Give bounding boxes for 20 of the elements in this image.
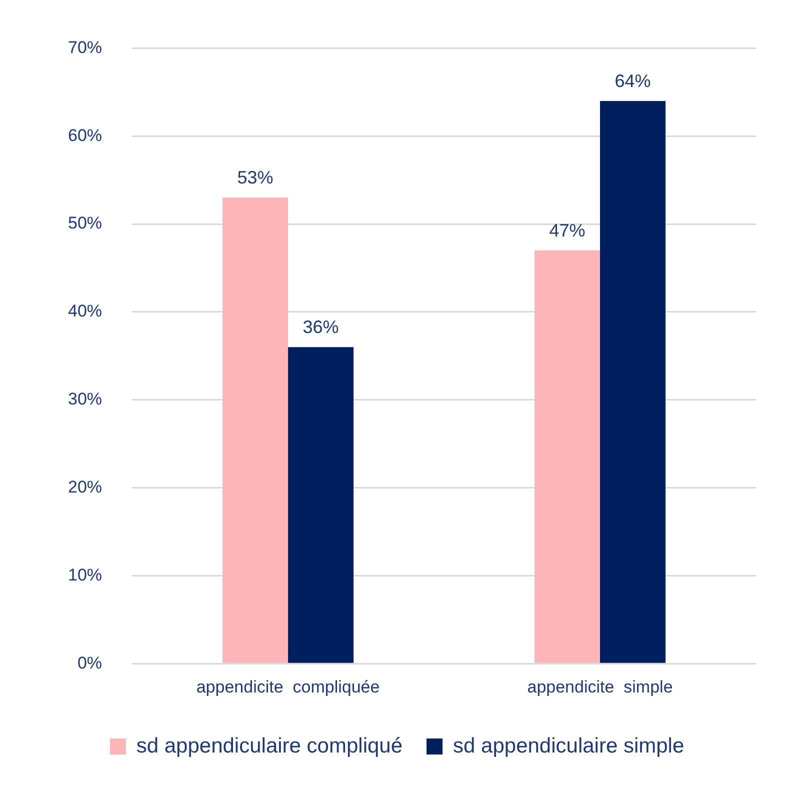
data-label: 47% xyxy=(549,220,586,240)
x-tick-label: appendicite compliquée xyxy=(196,677,380,696)
data-label: 36% xyxy=(302,317,339,338)
bar xyxy=(600,100,666,663)
x-tick-label: appendicite simple xyxy=(527,677,673,696)
legend-label: sd appendiculaire compliqué xyxy=(136,734,403,758)
y-tick-label: 0% xyxy=(77,653,102,672)
y-tick-label: 40% xyxy=(68,302,102,321)
y-tick-label: 10% xyxy=(68,565,102,584)
y-tick-label: 30% xyxy=(68,390,102,409)
data-label: 53% xyxy=(237,168,274,188)
bar xyxy=(288,347,354,663)
y-tick-label: 50% xyxy=(68,214,102,233)
y-tick-label: 60% xyxy=(68,126,102,145)
legend-label: sd appendiculaire simple xyxy=(453,734,684,758)
bar xyxy=(534,250,600,663)
bar xyxy=(222,198,288,663)
y-tick-label: 70% xyxy=(68,38,102,57)
y-tick-label: 20% xyxy=(68,477,102,496)
data-label: 64% xyxy=(614,70,651,91)
